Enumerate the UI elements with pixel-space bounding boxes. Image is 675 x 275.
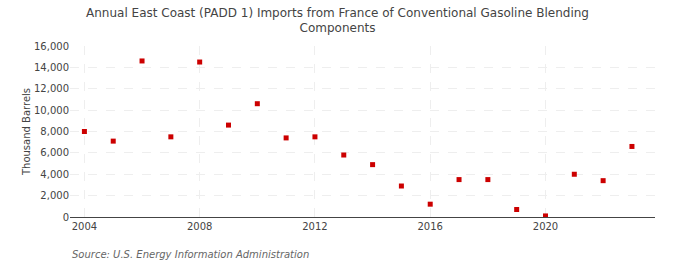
svg-text:14,000: 14,000 (34, 62, 69, 73)
svg-text:4,000: 4,000 (40, 169, 69, 180)
svg-text:Source: U.S. Energy Informatio: Source: U.S. Energy Information Administ… (72, 249, 309, 260)
svg-text:2012: 2012 (302, 221, 327, 232)
svg-text:2016: 2016 (417, 221, 442, 232)
svg-text:2,000: 2,000 (40, 190, 69, 201)
svg-text:12,000: 12,000 (34, 83, 69, 94)
svg-text:10,000: 10,000 (34, 105, 69, 116)
svg-text:6,000: 6,000 (40, 147, 69, 158)
svg-text:Thousand Barrels: Thousand Barrels (21, 88, 32, 176)
svg-text:Annual East Coast (PADD 1) Imp: Annual East Coast (PADD 1) Imports from … (86, 6, 589, 36)
svg-text:8,000: 8,000 (40, 126, 69, 137)
svg-text:16,000: 16,000 (34, 41, 69, 52)
svg-text:0: 0 (63, 212, 69, 223)
svg-text:2020: 2020 (533, 221, 558, 232)
svg-text:2008: 2008 (187, 221, 212, 232)
svg-text:2004: 2004 (72, 221, 97, 232)
